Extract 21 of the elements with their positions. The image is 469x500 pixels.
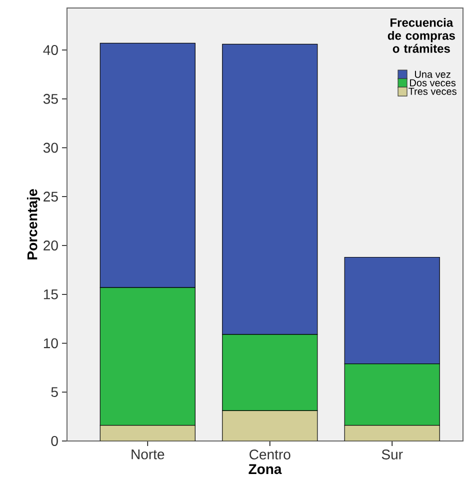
y-tick-label: 25 [44, 192, 58, 202]
y-tick-label: 10 [44, 338, 58, 348]
y-tick-label: 0 [51, 436, 58, 446]
legend-label: Una vez [415, 70, 450, 78]
bar [100, 425, 196, 441]
x-axis-title: Zona [248, 464, 282, 474]
x-tick-label: Norte [132, 450, 164, 460]
y-axis-title: Porcentaje [26, 189, 40, 260]
y-tick-label: 30 [43, 142, 58, 153]
y-tick-label: 15 [44, 290, 58, 300]
x-tick-label: Sur [382, 450, 403, 460]
legend-title: Frecuencia de compras o trámites [388, 18, 455, 53]
x-tick-label: Centro [250, 450, 290, 460]
y-tick-label: 5 [51, 387, 58, 398]
bar [222, 410, 318, 441]
y-tick-label: 40 [43, 45, 58, 55]
bar [344, 425, 440, 441]
legend-label: Tres veces [408, 88, 456, 95]
legend-label: Dos veces [410, 79, 456, 86]
y-tick-label: 20 [44, 240, 58, 250]
y-tick-label: 35 [43, 94, 58, 104]
